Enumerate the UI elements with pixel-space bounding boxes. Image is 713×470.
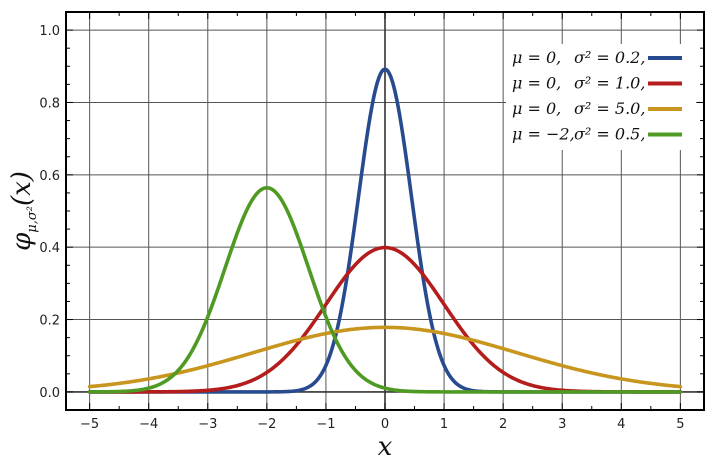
y-axis-label: φμ,σ²(x) [7,171,40,251]
series-lines [87,67,683,394]
x-tick-label: 5 [676,417,684,432]
axis-ticks [66,11,704,411]
x-tick-labels: −5 −4 −3 −2 −1 0 1 2 3 4 5 [80,417,684,432]
x-tick-label: −4 [139,417,158,432]
x-tick-label: −5 [80,417,99,432]
y-tick-label: 0.8 [39,96,60,111]
x-tick-label: 1 [440,417,448,432]
series-line-3 [87,325,683,389]
legend-background [506,44,696,150]
y-tick-label: 0.4 [39,241,60,256]
y-tick-labels: 0.0 0.2 0.4 0.6 0.8 1.0 [39,24,60,401]
legend-mu-label: μ = −2, [512,125,575,144]
y-axis-label-argument: (x) [7,171,37,206]
y-axis-label-subscript: μ,σ² [25,206,40,233]
legend-mu-label: μ = 0, [512,99,561,118]
x-tick-label: 0 [381,417,389,432]
series-line-4 [87,185,683,394]
svg-text:φμ,σ²(x): φμ,σ²(x) [7,171,40,251]
legend-mu-label: μ = 0, [512,74,561,93]
legend-sigma-label: σ² = 5.0, [574,99,645,118]
y-tick-label: 0.0 [39,386,60,401]
legend-sigma-label: σ² = 1.0, [574,74,645,93]
x-tick-label: −1 [316,417,335,432]
x-tick-label: −3 [198,417,217,432]
legend: μ = 0, σ² = 0.2, μ = 0, σ² = 1.0, μ = 0, σ² =… [506,44,696,150]
legend-sigma-label: σ² = 0.5, [574,125,645,144]
x-tick-label: 3 [558,417,566,432]
legend-mu-label: μ = 0, [512,48,561,67]
y-axis-label-main: φ [7,232,37,251]
y-tick-label: 0.6 [39,169,60,184]
y-tick-label: 0.2 [39,314,60,329]
x-tick-label: 4 [617,417,625,432]
x-tick-label: 2 [499,417,507,432]
legend-sigma-label: σ² = 0.2, [574,48,645,67]
x-axis-label: x [378,432,393,462]
y-tick-label: 1.0 [39,24,60,39]
x-tick-label: −2 [257,417,276,432]
